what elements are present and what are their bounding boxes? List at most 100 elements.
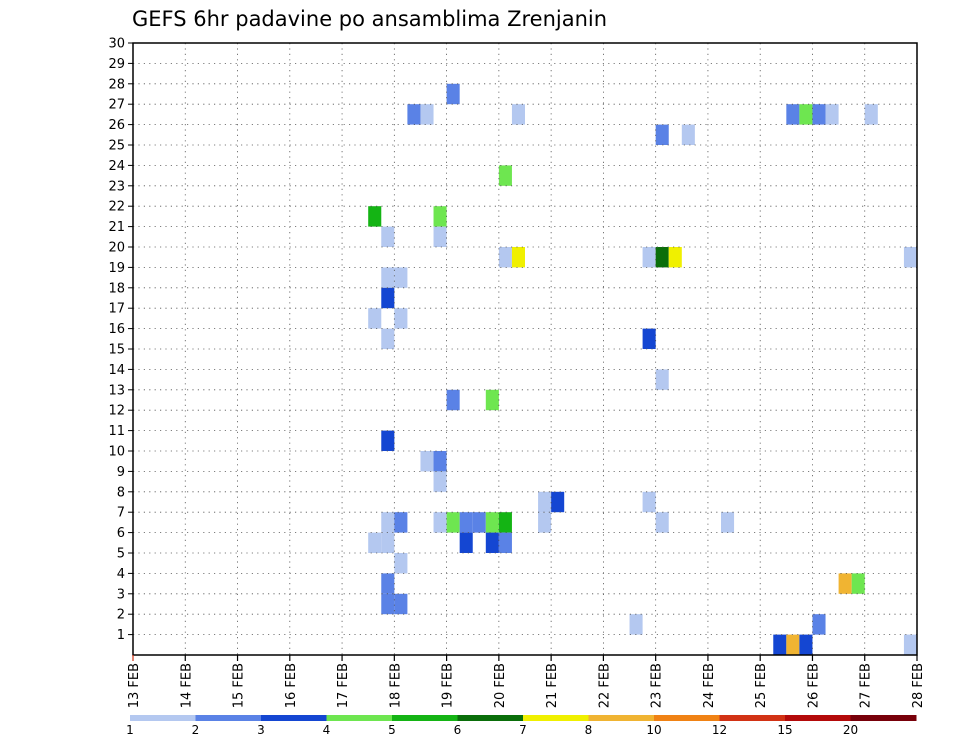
x-tick-label: 19 FEB <box>441 663 456 708</box>
data-cell <box>459 512 473 533</box>
data-cell <box>642 328 656 349</box>
data-cell <box>433 451 447 472</box>
y-tick-label: 27 <box>108 98 125 113</box>
x-tick-label: 15 FEB <box>232 663 247 708</box>
data-cell <box>459 532 473 553</box>
y-tick-label: 6 <box>117 526 125 541</box>
y-tick-label: 12 <box>108 404 125 419</box>
y-tick-label: 30 <box>108 37 125 52</box>
colorbar-label: 7 <box>519 723 527 737</box>
colorbar-label: 1 <box>126 723 134 737</box>
colorbar-swatch <box>130 715 196 721</box>
data-cell <box>538 512 552 533</box>
data-cell <box>381 226 395 247</box>
colorbar-label: 8 <box>585 723 593 737</box>
data-cell <box>668 247 682 268</box>
data-cells <box>368 83 917 655</box>
data-cell <box>642 491 656 513</box>
y-tick-label: 9 <box>117 465 125 480</box>
y-tick-label: 18 <box>108 281 125 296</box>
data-cell <box>381 328 395 349</box>
data-cell <box>498 165 512 186</box>
data-cell <box>799 104 813 125</box>
x-tick-label: 25 FEB <box>754 663 769 708</box>
x-tick-label: 17 FEB <box>336 663 351 708</box>
x-tick-label: 20 FEB <box>493 663 508 708</box>
y-axis: 1234567891011121314151617181920212223242… <box>108 37 133 643</box>
y-tick-label: 7 <box>117 506 125 521</box>
y-tick-label: 25 <box>108 139 125 154</box>
data-cell <box>485 532 499 553</box>
y-tick-label: 3 <box>117 587 125 602</box>
x-tick-label: 21 FEB <box>545 663 560 708</box>
data-cell <box>381 287 395 309</box>
data-cell <box>903 634 917 655</box>
data-cell <box>838 573 852 594</box>
data-cell <box>394 308 408 329</box>
x-tick-label: 26 FEB <box>806 663 821 708</box>
data-cell <box>812 614 826 635</box>
data-cell <box>642 247 656 268</box>
colorbar-swatch <box>457 715 524 721</box>
data-cell <box>786 634 800 655</box>
data-cell <box>485 389 499 411</box>
y-tick-label: 8 <box>117 485 125 500</box>
data-cell <box>551 491 565 513</box>
y-tick-label: 24 <box>108 159 125 174</box>
x-tick-label: 18 FEB <box>388 663 403 708</box>
data-cell <box>655 369 669 390</box>
colorbar-label: 6 <box>454 723 462 737</box>
colorbar-label: 3 <box>257 723 265 737</box>
y-tick-label: 5 <box>117 547 125 562</box>
data-cell <box>498 512 512 533</box>
data-cell <box>773 634 787 655</box>
x-axis: 13 FEB 14 FEB 15 FEB 16 FEB 17 FEB 18 FEB 19 F… <box>127 655 926 708</box>
y-tick-label: 23 <box>108 179 125 194</box>
y-tick-label: 11 <box>108 424 125 439</box>
colorbar-label: 5 <box>388 723 396 737</box>
data-cell <box>433 206 447 227</box>
y-tick-label: 1 <box>117 628 125 643</box>
colorbar-swatch <box>392 715 458 721</box>
y-tick-label: 15 <box>108 343 125 358</box>
x-tick-label: 28 FEB <box>911 663 926 708</box>
data-cell <box>446 83 460 105</box>
x-tick-label: 13 FEB <box>127 663 142 708</box>
data-cell <box>786 104 800 125</box>
y-tick-label: 13 <box>108 383 125 398</box>
data-cell <box>446 389 460 411</box>
data-cell <box>368 308 382 329</box>
y-tick-label: 17 <box>108 302 125 317</box>
data-cell <box>394 512 408 533</box>
x-tick-label: 14 FEB <box>179 663 194 708</box>
y-tick-label: 28 <box>108 77 125 92</box>
y-tick-label: 16 <box>108 322 125 337</box>
data-cell <box>407 104 421 125</box>
y-tick-label: 2 <box>117 608 125 623</box>
data-cell <box>381 593 395 615</box>
data-cell <box>721 512 735 533</box>
data-cell <box>394 593 408 615</box>
data-cell <box>381 532 395 553</box>
colorbar-label: 20 <box>843 723 858 737</box>
data-cell <box>825 104 839 125</box>
y-tick-label: 19 <box>108 261 125 276</box>
data-cell <box>394 267 408 288</box>
colorbar-swatch <box>719 715 786 721</box>
y-tick-label: 14 <box>108 363 125 378</box>
data-cell <box>433 471 447 492</box>
data-cell <box>381 573 395 594</box>
data-cell <box>498 532 512 553</box>
data-cell <box>864 104 878 125</box>
data-cell <box>629 614 643 635</box>
colorbar-label: 4 <box>323 723 331 737</box>
data-cell <box>655 247 669 268</box>
y-tick-label: 4 <box>117 567 125 582</box>
data-cell <box>485 512 499 533</box>
chart-title: GEFS 6hr padavine po ansamblima Zrenjani… <box>132 7 607 31</box>
data-cell <box>799 634 813 655</box>
data-cell <box>538 491 552 513</box>
colorbar-label: 12 <box>712 723 727 737</box>
x-tick-label: 16 FEB <box>284 663 299 708</box>
